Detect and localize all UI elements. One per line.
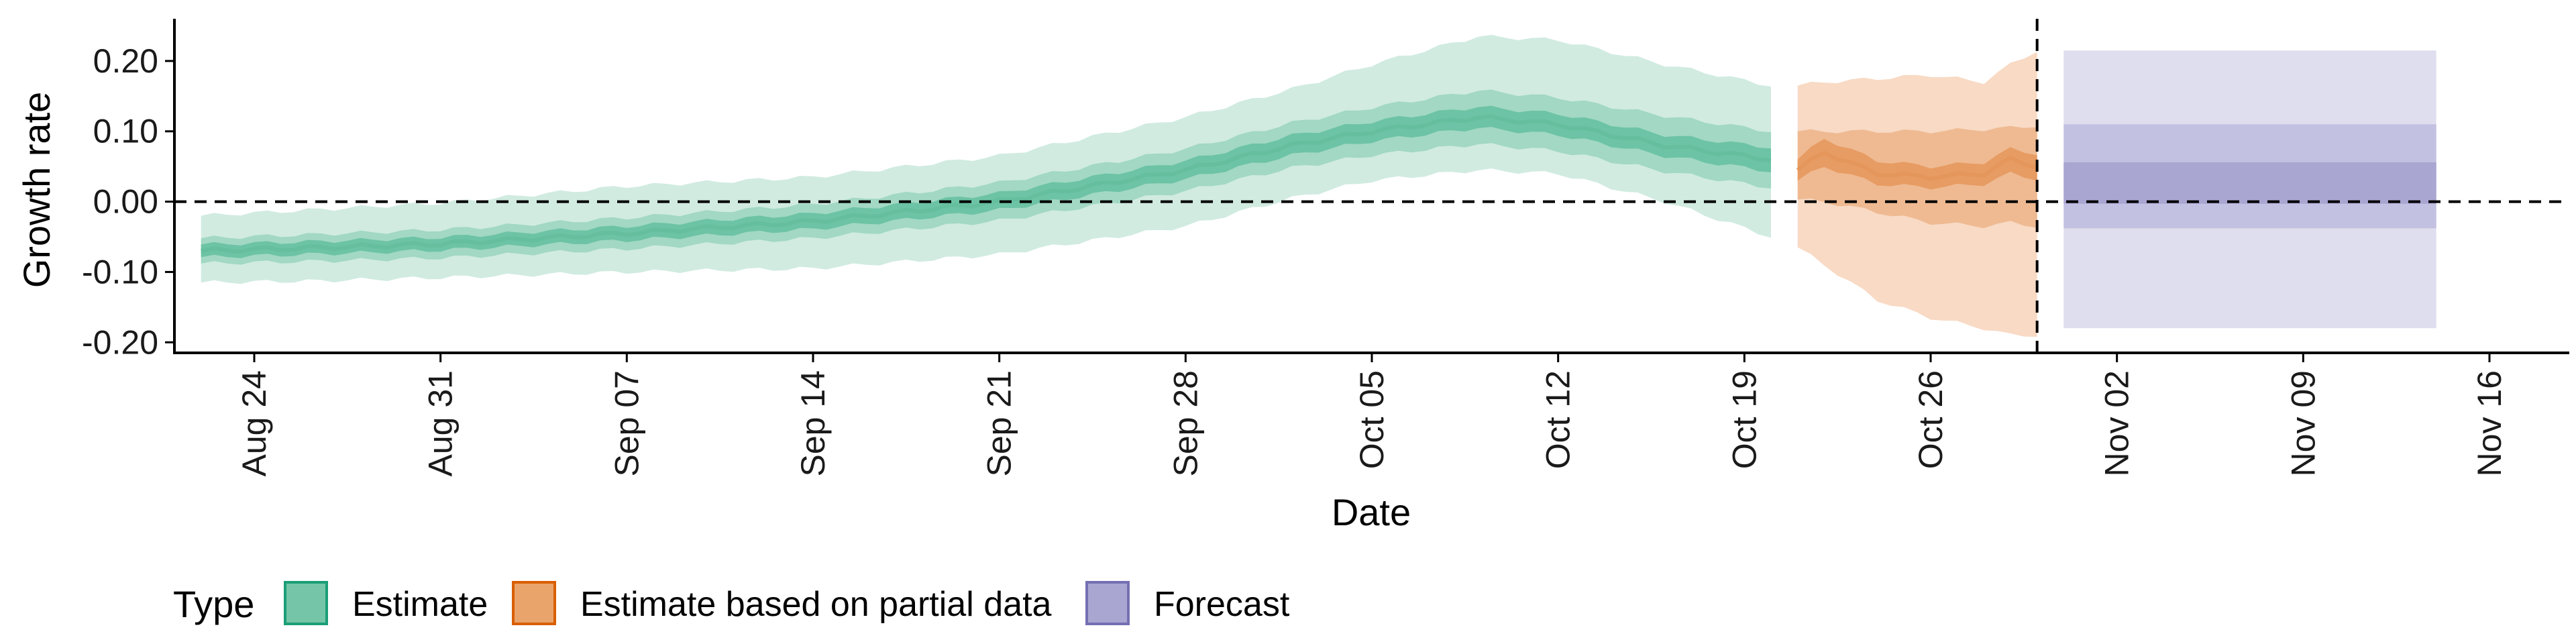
legend-label: Estimate: [352, 585, 488, 624]
x-tick-label: Nov 02: [2098, 370, 2136, 476]
x-tick-label: Aug 24: [235, 370, 273, 476]
x-tick-label: Sep 07: [608, 370, 645, 476]
y-axis-title: Growth rate: [15, 92, 58, 288]
band-inner: [2063, 162, 2436, 204]
legend-item: Forecast: [1085, 581, 1290, 625]
x-tick-label: Oct 19: [1725, 370, 1763, 469]
x-tick-label: Nov 09: [2284, 370, 2322, 476]
median-line: [1796, 150, 2038, 181]
legend-label: Estimate based on partial data: [580, 585, 1052, 624]
y-tick-label: -0.10: [82, 253, 158, 290]
x-tick-label: Oct 26: [1912, 370, 1949, 469]
legend-title: Type: [173, 583, 254, 625]
x-tick-label: Sep 28: [1167, 370, 1204, 476]
plot-area: [201, 34, 2436, 337]
legend-item: Estimate based on partial data: [512, 581, 1052, 625]
x-tick-label: Nov 16: [2471, 370, 2508, 476]
legend-item: Estimate: [284, 581, 488, 625]
y-tick-label: 0.20: [93, 42, 158, 80]
legend-swatch: [284, 581, 328, 625]
legend-label: Forecast: [1154, 585, 1290, 624]
y-tick-label: 0.10: [93, 113, 158, 150]
series-estimate-based-on-partial-data: [1796, 52, 2038, 337]
x-tick-label: Oct 12: [1540, 370, 1577, 469]
x-tick-label: Oct 05: [1353, 370, 1391, 469]
y-tick-label: 0.00: [93, 183, 158, 221]
x-tick-label: Aug 31: [422, 370, 460, 476]
legend-swatch: [512, 581, 556, 625]
x-axis-title: Date: [1332, 491, 1411, 533]
y-tick-label: -0.20: [82, 323, 158, 361]
series-forecast: [2063, 50, 2436, 329]
x-tick-label: Sep 14: [794, 370, 832, 476]
legend-swatch: [1085, 581, 1130, 625]
series-estimate: [201, 34, 1772, 284]
reference-lines: [174, 19, 2569, 353]
median-line: [201, 114, 1772, 254]
x-tick-label: Sep 21: [981, 370, 1018, 476]
axes: -0.20 -0.10 0.00 0.10 0.20 Aug 24 Aug 31 Sep 07…: [82, 19, 2569, 476]
legend: Type Estimate Estimate based on partial d…: [173, 581, 1290, 625]
